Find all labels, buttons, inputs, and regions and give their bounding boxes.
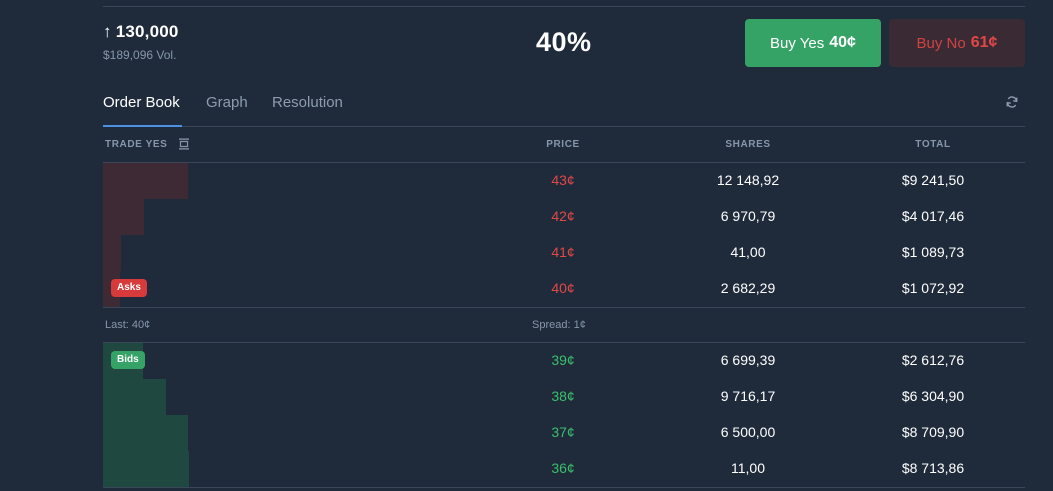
buy-yes-button[interactable]: Buy Yes 40¢: [745, 19, 881, 67]
up-arrow-icon: ↑: [103, 22, 112, 41]
bid-depth-bar: [103, 415, 188, 451]
spread-row: Last: 40¢ Spread: 1¢: [103, 307, 1025, 343]
bid-total: $8 713,86: [901, 460, 965, 476]
ask-price: 41¢: [551, 244, 575, 260]
ask-row[interactable]: 41¢ 41,00 $1 089,73: [103, 235, 1025, 271]
collapse-rows-icon[interactable]: [178, 138, 190, 150]
bid-row[interactable]: 38¢ 9 716,17 $6 304,90: [103, 379, 1025, 415]
bid-shares: 6 699,39: [720, 352, 776, 368]
bid-price: 38¢: [551, 388, 575, 404]
ask-total: $1 072,92: [901, 280, 965, 296]
active-tab-indicator: [103, 125, 182, 127]
buy-yes-label: Buy Yes: [770, 34, 825, 52]
spread-value: Spread: 1¢: [532, 319, 586, 331]
bid-shares: 11,00: [731, 460, 765, 476]
ask-row[interactable]: 40¢ 2 682,29 $1 072,92: [103, 271, 1025, 307]
bid-price: 36¢: [551, 460, 575, 476]
ask-depth-bar: [103, 163, 188, 199]
ask-depth-bar: [103, 235, 121, 271]
column-headers: TRADE YES PRICE SHARES TOTAL: [103, 127, 1025, 163]
bid-shares: 6 500,00: [720, 424, 776, 440]
buy-no-label: Buy No: [916, 34, 966, 52]
ask-total: $9 241,50: [901, 172, 965, 188]
bid-total: $6 304,90: [901, 388, 965, 404]
tab-resolution[interactable]: Resolution: [272, 94, 343, 111]
bottom-divider: [103, 487, 1025, 488]
bid-total: $2 612,76: [901, 352, 965, 368]
top-divider: [103, 6, 1025, 7]
bid-depth-bar: [103, 379, 166, 415]
order-book-panel: ↑ 130,000 $189,096 Vol. 40% Buy Yes 40¢ B…: [103, 0, 1025, 491]
ask-shares: 41,00: [730, 244, 766, 260]
bid-row[interactable]: 37¢ 6 500,00 $8 709,90: [103, 415, 1025, 451]
tab-order-book[interactable]: Order Book: [103, 94, 180, 111]
bid-total: $8 709,90: [901, 424, 965, 440]
ask-shares: 12 148,92: [716, 172, 780, 188]
volume-text: $189,096 Vol.: [103, 48, 177, 62]
last-price: Last: 40¢: [105, 319, 151, 331]
bid-row[interactable]: 36¢ 11,00 $8 713,86: [103, 451, 1025, 487]
ask-total: $4 017,46: [901, 208, 965, 224]
price-header: PRICE: [546, 139, 580, 150]
total-header: TOTAL: [915, 139, 951, 150]
ask-price: 43¢: [551, 172, 575, 188]
shares-header: SHARES: [725, 139, 771, 150]
ask-price: 40¢: [551, 280, 575, 296]
outcome-title: ↑ 130,000: [103, 22, 179, 42]
market-header: ↑ 130,000 $189,096 Vol. 40% Buy Yes 40¢ B…: [103, 7, 1025, 77]
bid-shares: 9 716,17: [720, 388, 776, 404]
ask-total: $1 089,73: [901, 244, 965, 260]
buy-yes-price: 40¢: [829, 34, 856, 51]
bid-price: 37¢: [551, 424, 575, 440]
ask-depth-bar: [103, 199, 144, 235]
ask-row[interactable]: 43¢ 12 148,92 $9 241,50: [103, 163, 1025, 199]
buy-no-button[interactable]: Buy No 61¢: [889, 19, 1025, 67]
refresh-icon[interactable]: [1005, 95, 1019, 109]
trade-yes-header: TRADE YES: [105, 139, 168, 150]
outcome-label: 130,000: [115, 22, 179, 41]
asks-badge: Asks: [111, 279, 147, 297]
tab-bar: Order Book Graph Resolution: [103, 86, 1025, 127]
bid-row[interactable]: 39¢ 6 699,39 $2 612,76: [103, 343, 1025, 379]
bids-badge: Bids: [111, 351, 145, 369]
chance-percent: 40%: [536, 27, 592, 57]
tab-graph[interactable]: Graph: [206, 94, 248, 111]
ask-row[interactable]: 42¢ 6 970,79 $4 017,46: [103, 199, 1025, 235]
bids-section: 39¢ 6 699,39 $2 612,76 38¢ 9 716,17 $6 3…: [103, 343, 1025, 487]
ask-price: 42¢: [551, 208, 575, 224]
outcome-info: ↑ 130,000 $189,096 Vol.: [103, 22, 179, 62]
buy-no-price: 61¢: [970, 34, 998, 51]
asks-section: 43¢ 12 148,92 $9 241,50 42¢ 6 970,79 $4 …: [103, 163, 1025, 307]
bid-price: 39¢: [551, 352, 575, 368]
bid-depth-bar: [103, 451, 189, 487]
ask-shares: 6 970,79: [720, 208, 776, 224]
ask-shares: 2 682,29: [720, 280, 776, 296]
